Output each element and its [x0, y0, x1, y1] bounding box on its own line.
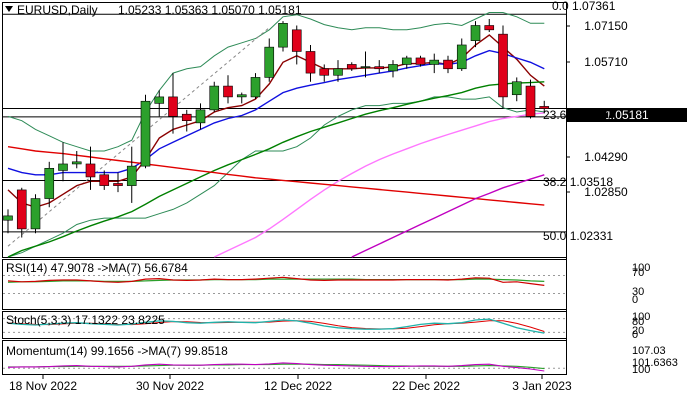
moving-average-line-3	[213, 112, 545, 258]
stoch-label: Stoch(5,3,3) 17.1322 23.8225	[6, 313, 165, 327]
stoch-k-line	[7, 318, 545, 334]
candle-body	[140, 100, 151, 167]
moving-average-line-1	[7, 49, 545, 176]
candle-body	[44, 167, 55, 199]
date-label: 3 Jan 2023	[512, 379, 572, 393]
candle-body	[511, 81, 522, 96]
candle-body	[181, 113, 192, 121]
candle-body	[388, 64, 398, 72]
candle-body	[195, 109, 206, 124]
axis-layer	[42, 25, 570, 379]
momentum-line	[7, 362, 545, 372]
candle-body	[360, 66, 371, 68]
candle-body	[250, 77, 261, 98]
candle-body	[85, 163, 96, 178]
rsi-label: RSI(14) 47.9078 ->MA(7) 56.6784	[6, 261, 188, 275]
candle-body	[291, 29, 302, 52]
stoch-tick: 80	[632, 316, 644, 328]
rsi-tick: 70	[632, 267, 644, 279]
ohlc-header: 1.05233 1.05363 1.05070 1.05181	[118, 3, 302, 17]
date-label: 30 Nov 2022	[136, 379, 204, 393]
fib-label-236: 23.6 1.04987	[543, 108, 613, 122]
price-tick: 1.04290	[584, 150, 628, 164]
candle-body	[126, 165, 137, 186]
candle-body	[223, 85, 233, 98]
price-tick: 1.05710	[584, 55, 628, 69]
candle-body	[470, 25, 481, 41]
candle-body	[498, 33, 508, 98]
stoch-tick: 100	[632, 311, 650, 323]
candle-body	[525, 85, 536, 117]
candle-body	[154, 96, 165, 104]
last-price-box	[567, 108, 687, 122]
candle-body	[429, 59, 440, 65]
fib-label-382: 38.2 1.03518	[543, 175, 613, 189]
momentum-label: Momentum(14) 99.1656 ->MA(7) 99.8518	[6, 344, 228, 358]
stoch-tick: 0	[632, 329, 638, 341]
bollinger-upper	[7, 12, 545, 152]
rsi-tick: 0	[632, 294, 638, 306]
momentum-layer	[3, 362, 566, 372]
candle-body	[30, 198, 41, 230]
fib-label-0: 0.0 1.07361	[552, 0, 616, 13]
price-tick: 1.07150	[584, 19, 628, 33]
candle-body	[484, 25, 495, 31]
candle-body	[264, 46, 275, 78]
candle-body	[209, 85, 220, 111]
candle-body	[168, 96, 178, 117]
symbol-title: EURUSD,Daily	[17, 3, 98, 17]
stoch-tick: 20	[632, 325, 644, 337]
fib-label-50: 50.0 1.02331	[543, 229, 613, 243]
momentum-tick: 107.03	[632, 345, 666, 357]
candle-body	[401, 57, 412, 65]
rsi-layer	[3, 275, 566, 294]
date-label: 12 Dec 2022	[264, 379, 332, 393]
last-price-label: 1.05181	[605, 108, 649, 122]
candle-body	[3, 215, 13, 221]
trendline	[7, 27, 270, 247]
price-layer	[3, 12, 566, 258]
price-tick: 1.02850	[584, 185, 628, 199]
rsi-tick: 100	[632, 262, 650, 274]
date-label: 18 Nov 2022	[9, 379, 77, 393]
candle-body	[374, 66, 385, 70]
moving-average-line-2	[7, 81, 545, 258]
moving-average-line-4	[7, 146, 545, 206]
collapse-triangle-icon[interactable]	[5, 6, 13, 12]
candle-body	[319, 68, 330, 76]
candle-body	[58, 163, 68, 171]
rsi-tick: 30	[632, 286, 644, 298]
candle-body	[333, 68, 343, 76]
candle-body	[236, 94, 247, 98]
momentum-tick: 101.6363	[632, 357, 678, 369]
momentum-tick: 100	[632, 364, 650, 376]
moving-average-line-0	[7, 34, 545, 208]
candle-body	[16, 189, 27, 230]
candle-body	[539, 106, 550, 109]
moving-average-line-5	[351, 174, 545, 258]
candle-body	[346, 64, 357, 70]
date-label: 22 Dec 2022	[392, 379, 460, 393]
candle-body	[443, 59, 453, 70]
candle-body	[278, 23, 288, 48]
candle-body	[456, 44, 467, 70]
candle-body	[415, 57, 426, 65]
stoch-layer	[3, 318, 566, 334]
bollinger-lower	[7, 96, 545, 258]
candle-body	[305, 51, 316, 74]
candle-body	[71, 161, 82, 165]
candle-body	[99, 174, 110, 186]
candle-body	[113, 183, 123, 186]
rsi-line	[7, 276, 545, 286]
